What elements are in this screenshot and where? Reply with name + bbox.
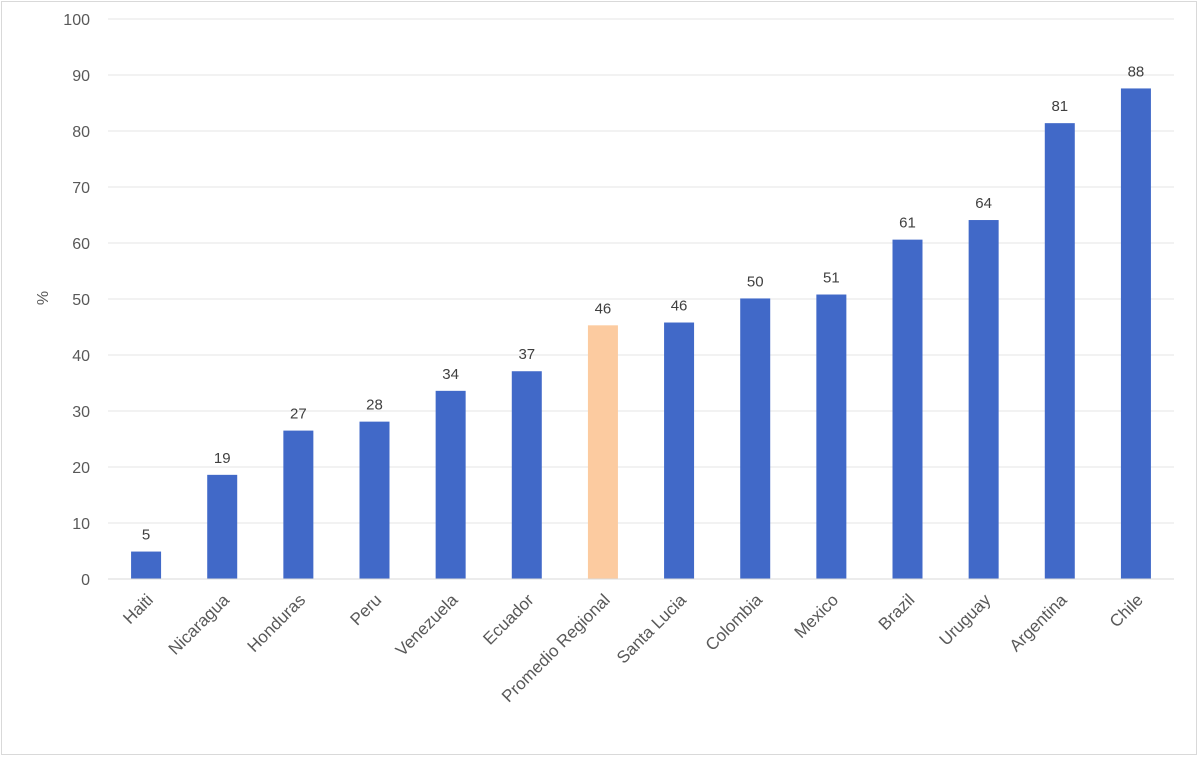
bar (131, 551, 162, 579)
category-label: Nicaragua (165, 590, 234, 659)
y-tick-label: 0 (81, 572, 90, 589)
data-labels: 5 19 27 28 34 37 46 46 50 51 61 64 81 88 (142, 63, 1144, 543)
data-label: 27 (290, 406, 307, 423)
category-label: Ecuador (479, 590, 537, 648)
data-label: 28 (366, 397, 383, 414)
bar (207, 474, 238, 579)
bar (968, 220, 999, 580)
category-label: Venezuela (392, 590, 462, 660)
data-label: 5 (142, 527, 150, 544)
gridlines (108, 18, 1174, 524)
y-tick-label: 60 (72, 236, 90, 253)
category-label: Honduras (244, 590, 310, 656)
category-label: Mexico (791, 590, 843, 642)
y-axis-label: % (35, 291, 52, 305)
data-label: 81 (1051, 98, 1068, 115)
data-label: 19 (214, 450, 231, 467)
data-label: 34 (442, 366, 459, 383)
data-label: 46 (671, 298, 688, 315)
bar (664, 322, 695, 579)
bar (359, 421, 390, 579)
data-label: 50 (747, 273, 764, 290)
data-label: 51 (823, 270, 840, 287)
y-tick-label: 100 (63, 12, 90, 29)
category-label: Santa Lucia (613, 590, 690, 667)
category-label: Peru (346, 590, 385, 629)
category-label: Uruguay (936, 590, 995, 649)
y-axis-tick-labels: 0 10 20 30 40 50 60 70 80 90 100 (63, 12, 90, 589)
data-label: 64 (975, 195, 992, 212)
y-tick-label: 20 (72, 460, 90, 477)
data-label: 88 (1128, 63, 1145, 80)
data-label: 46 (595, 300, 612, 317)
bar (587, 325, 618, 579)
bar (740, 298, 771, 579)
y-tick-label: 80 (72, 124, 90, 141)
bars (131, 88, 1151, 580)
y-tick-label: 40 (72, 348, 90, 365)
data-label: 37 (518, 346, 535, 363)
category-label: Argentina (1006, 590, 1071, 655)
y-tick-label: 30 (72, 404, 90, 421)
category-label: Brazil (875, 590, 918, 633)
data-label: 61 (899, 215, 916, 232)
y-tick-label: 10 (72, 516, 90, 533)
bar (892, 239, 923, 579)
bar (435, 390, 466, 579)
y-tick-label: 70 (72, 180, 90, 197)
category-label: Haiti (119, 590, 156, 627)
category-label: Chile (1106, 590, 1147, 631)
category-label: Colombia (702, 590, 767, 655)
y-tick-label: 90 (72, 68, 90, 85)
bar (1044, 123, 1075, 579)
bar (511, 371, 542, 579)
x-axis-category-labels: Haiti Nicaragua Honduras Peru Venezuela Ecuad… (119, 590, 1146, 706)
bar (1120, 88, 1151, 579)
bar (816, 294, 847, 579)
y-tick-label: 50 (72, 292, 90, 309)
bar (283, 430, 314, 579)
